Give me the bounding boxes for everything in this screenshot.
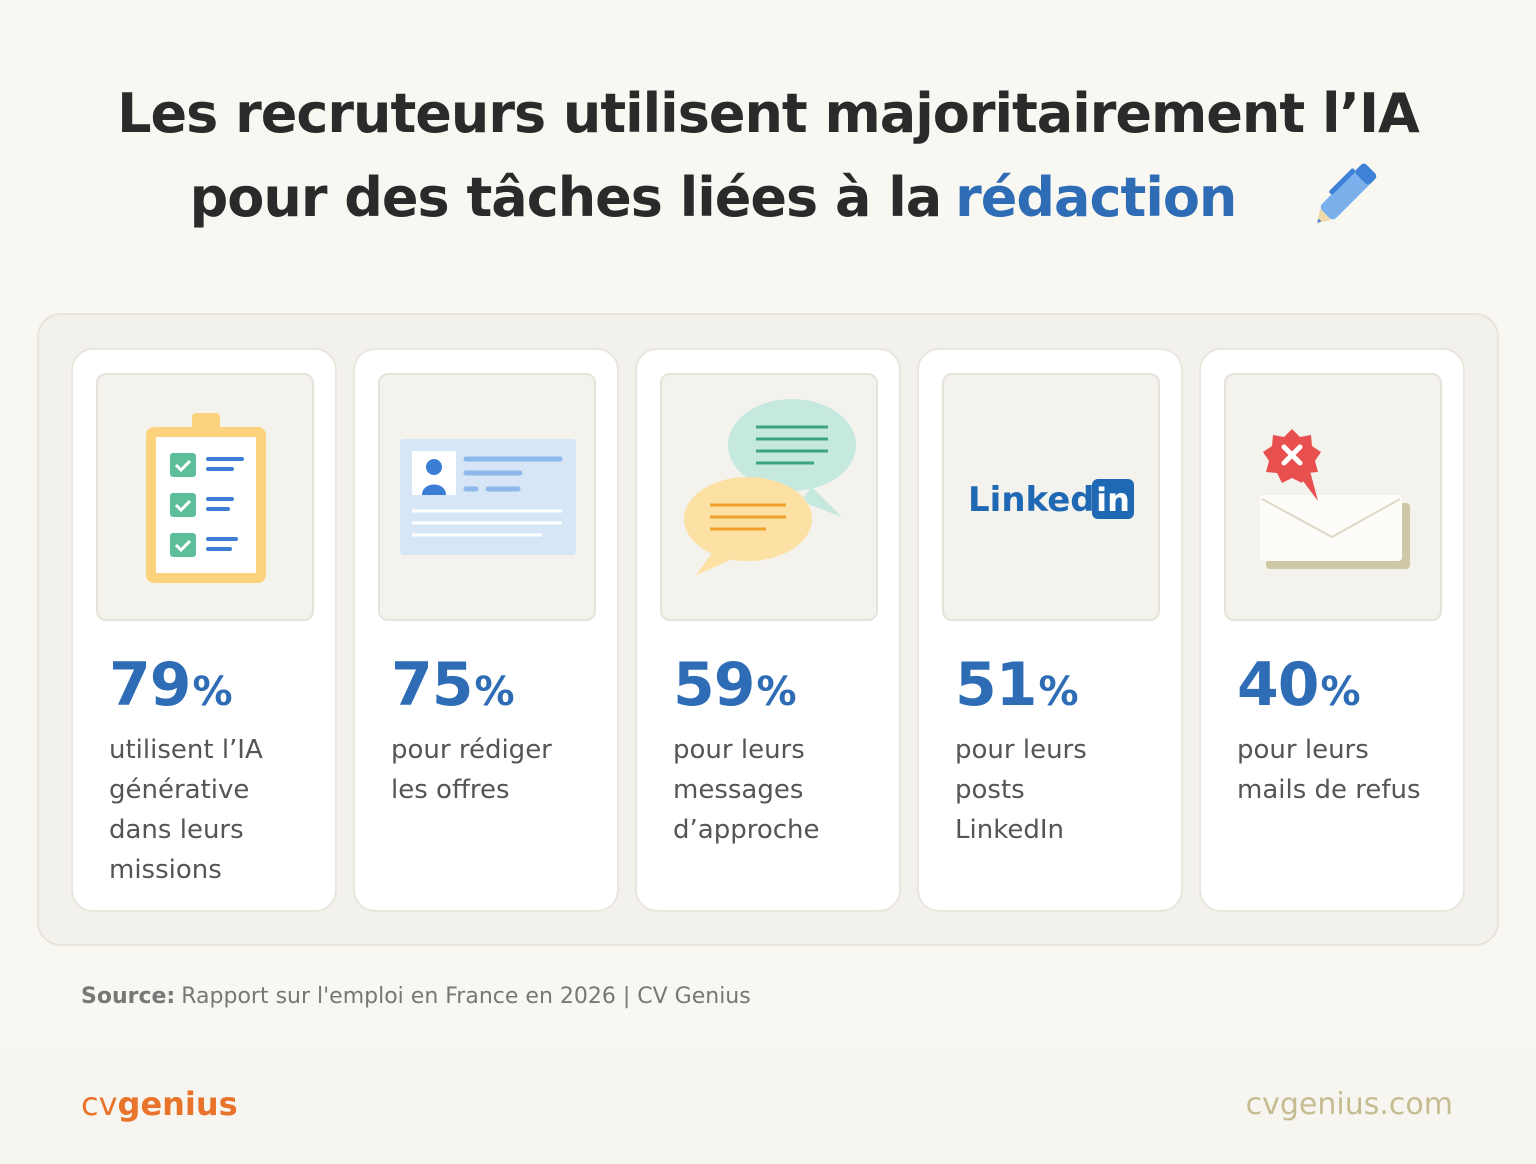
icon-box: [1224, 373, 1442, 621]
icon-path: [412, 509, 562, 537]
icon-g: [1317, 163, 1377, 223]
icon-ellipse: [728, 399, 856, 491]
stat-value: 59%: [673, 650, 797, 720]
label-line: pour leurs: [673, 735, 805, 765]
icon-path: [422, 484, 446, 495]
icon-path: [1261, 498, 1401, 539]
icon-g: [710, 503, 786, 531]
icon-rect: [1092, 479, 1134, 519]
icon-rect: [170, 533, 196, 557]
icon-rect: [1260, 495, 1402, 561]
unit: %: [192, 669, 233, 715]
chat-icon: [684, 399, 856, 575]
stat-value: 40%: [1237, 650, 1361, 720]
value: 59: [673, 650, 755, 720]
icon-path: [174, 499, 192, 513]
value: 40: [1237, 650, 1319, 720]
logo-bold: genius: [117, 1085, 238, 1123]
label-line: générative: [109, 775, 250, 805]
title-line: pour des tâches liées à la rédaction: [0, 166, 1536, 229]
label-line: posts: [955, 775, 1025, 805]
icon-path: [1281, 444, 1303, 466]
label-line: mails de refus: [1237, 775, 1421, 805]
icon-path: [463, 456, 563, 492]
icon-path: [756, 425, 828, 465]
stat-label: utilisent l’IA générative dans leurs missio…: [109, 730, 263, 890]
icon-g: [756, 425, 828, 465]
icon-g: [170, 453, 196, 557]
icon-box: [96, 373, 314, 621]
stat-value: 79%: [109, 650, 233, 720]
icon-g: [174, 459, 192, 553]
icon-rect: [1329, 168, 1356, 195]
label-line: pour leurs: [1237, 735, 1369, 765]
logo[interactable]: cvgenius: [81, 1085, 238, 1123]
stat-card: 40% pour leurs mails de refus: [1199, 348, 1465, 912]
icon-circle: [426, 459, 442, 475]
value: 51: [955, 650, 1037, 720]
logo-text: Linked: [968, 480, 1095, 520]
icon-polygon: [1317, 208, 1332, 223]
source: Source: Rapport sur l'emploi en France en…: [81, 984, 751, 1009]
icon-rect: [170, 453, 196, 477]
title-line: Les recruteurs utilisent majoritairement…: [117, 82, 1420, 145]
unit: %: [474, 669, 515, 715]
source-label: Source:: [81, 984, 176, 1009]
icon-path: [174, 459, 192, 473]
value: 79: [109, 650, 191, 720]
icon-g: [412, 509, 562, 537]
icon-g: [463, 456, 563, 492]
icon-rect: [1355, 163, 1377, 185]
envelope-icon: [1260, 429, 1410, 569]
stat-card: Linked in 51% pour leurs posts LinkedIn: [917, 348, 1183, 912]
unit: %: [756, 669, 797, 715]
stat-value: 51%: [955, 650, 1079, 720]
value: 75: [391, 650, 473, 720]
label-line: pour leurs: [955, 735, 1087, 765]
label-line: dans leurs: [109, 815, 244, 845]
icon-ellipse: [684, 477, 812, 561]
logo-light: cv: [81, 1085, 118, 1123]
profile-card-icon: [400, 439, 576, 555]
stat-card: 79% utilisent l’IA générative dans leurs mi…: [71, 348, 337, 912]
icon-box: Linked in: [942, 373, 1160, 621]
label-line: utilisent l’IA: [109, 735, 263, 765]
footer: cvgenius cvgenius.com: [0, 1047, 1536, 1164]
icon-rect: [170, 493, 196, 517]
label-line: d’approche: [673, 815, 820, 845]
title-text: pour des tâches liées à la: [189, 166, 943, 229]
stat-value: 75%: [391, 650, 515, 720]
pen-icon: [1317, 163, 1377, 223]
icon-box: [660, 373, 878, 621]
unit: %: [1320, 669, 1361, 715]
stat-label: pour rédiger les offres: [391, 730, 552, 810]
unit: %: [1038, 669, 1079, 715]
icon-path: [1300, 471, 1318, 501]
linkedin-icon: Linked in: [968, 479, 1134, 520]
icon-path: [710, 503, 786, 531]
label-line: les offres: [391, 775, 510, 805]
label-line: missions: [109, 855, 222, 885]
label-line: messages: [673, 775, 804, 805]
clipboard-icon: [146, 413, 266, 583]
website-link[interactable]: cvgenius.com: [1245, 1087, 1453, 1122]
stat-label: pour leurs messages d’approche: [673, 730, 820, 850]
title-highlight: rédaction: [955, 166, 1237, 229]
stat-card: 59% pour leurs messages d’approche: [635, 348, 901, 912]
logo-badge: in: [1096, 481, 1130, 519]
icon-rect: [192, 413, 220, 435]
icon-g: [206, 457, 244, 551]
icon-path: [206, 457, 244, 551]
source-text: Rapport sur l'emploi en France en 2026 |…: [181, 984, 751, 1009]
icon-box: [378, 373, 596, 621]
stat-label: pour leurs posts LinkedIn: [955, 730, 1087, 850]
label-line: LinkedIn: [955, 815, 1064, 845]
icon-path: [800, 487, 842, 517]
label-line: pour rédiger: [391, 735, 552, 765]
icon-path: [174, 539, 192, 553]
stat-label: pour leurs mails de refus: [1237, 730, 1421, 810]
stat-card: 75% pour rédiger les offres: [353, 348, 619, 912]
